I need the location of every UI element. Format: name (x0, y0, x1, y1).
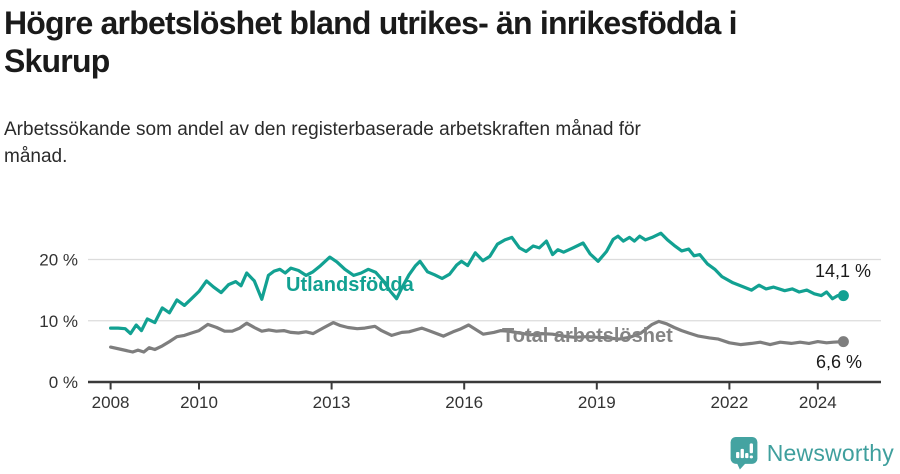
y-axis-label: 0 % (49, 373, 78, 392)
page-title: Högre arbetslöshet bland utrikes- än inr… (4, 5, 738, 79)
x-axis-label: 2024 (799, 393, 837, 412)
x-axis-label: 2013 (313, 393, 351, 412)
x-axis-label: 2008 (92, 393, 130, 412)
series-label-total-arbetsloshet: Total arbetslöshet (502, 325, 673, 347)
chart-subtitle: Arbetssökande som andel av den registerb… (4, 119, 641, 167)
brand-name: Newsworthy (766, 440, 894, 466)
footer-logo[interactable]: Newsworthy (729, 437, 894, 470)
series-line-utlandsfodda (108, 231, 846, 336)
series-end-dot-total (837, 336, 849, 348)
x-axis-label: 2022 (710, 393, 748, 412)
end-value-label-total-arbetsloshet: 6,6 % (816, 352, 862, 372)
y-axis-label: 10 % (39, 312, 78, 331)
x-axis-label: 2010 (180, 393, 218, 412)
series-label-utlandsfodda: Utlandsfödda (286, 274, 415, 296)
series-end-dot-utlandsfodda (837, 290, 849, 302)
series-line-total (108, 319, 846, 354)
end-value-label-utlandsfodda: 14,1 % (815, 261, 871, 281)
y-axis-label: 20 % (39, 251, 78, 270)
x-axis-label: 2016 (445, 393, 483, 412)
x-axis-label: 2019 (578, 393, 616, 412)
newsworthy-logo-icon (730, 437, 758, 470)
